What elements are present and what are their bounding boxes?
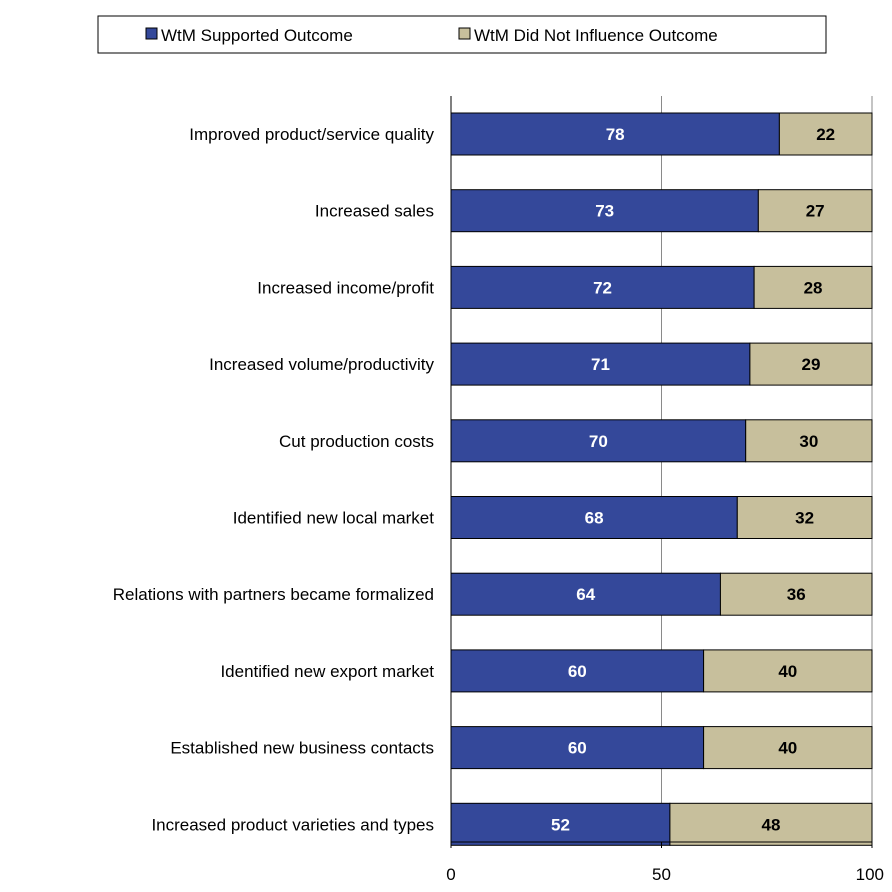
category-label: Cut production costs xyxy=(279,432,434,451)
data-label: 28 xyxy=(804,278,823,297)
bar-segment xyxy=(757,189,873,233)
category-label: Increased product varieties and types xyxy=(151,815,434,834)
bar-segment xyxy=(703,649,873,693)
x-tick-label: 0 xyxy=(446,865,455,884)
data-label: 64 xyxy=(576,585,595,604)
bar-segment xyxy=(778,112,873,156)
data-label: 40 xyxy=(778,662,797,681)
data-label: 78 xyxy=(606,125,625,144)
legend-swatch xyxy=(145,27,158,40)
category-label: Increased sales xyxy=(315,202,434,221)
data-label: 73 xyxy=(595,202,614,221)
category-label: Relations with partners became formalize… xyxy=(113,585,434,604)
legend-label: WtM Supported Outcome xyxy=(161,26,353,45)
bar-segment xyxy=(450,572,721,616)
bar-segment xyxy=(450,496,738,539)
data-label: 32 xyxy=(795,509,814,528)
data-label: 27 xyxy=(806,202,825,221)
bar-segment xyxy=(450,419,747,463)
x-tick-label: 100 xyxy=(856,865,884,884)
legend: WtM Supported Outcome WtM Did Not Influen… xyxy=(97,15,827,54)
data-label: 60 xyxy=(568,739,587,758)
bar-segment xyxy=(753,265,873,309)
category-label: Identified new local market xyxy=(233,509,435,528)
axes: 0 50 100 xyxy=(446,96,884,884)
category-label: Established new business contacts xyxy=(170,739,434,758)
bar-segment xyxy=(736,496,873,539)
bar-segment xyxy=(719,572,873,616)
category-label: Increased volume/productivity xyxy=(209,355,434,374)
bar-segment xyxy=(749,342,873,386)
category-labels: Improved product/service quality Increase… xyxy=(113,125,435,834)
data-label: 29 xyxy=(801,355,820,374)
bar-segment xyxy=(745,419,873,463)
data-label: 36 xyxy=(787,585,806,604)
data-label: 48 xyxy=(761,815,780,834)
data-label: 68 xyxy=(585,509,604,528)
data-label: 72 xyxy=(593,278,612,297)
bars: 78 22 73 27 72 28 71 29 70 30 68 32 64 36 60 40 60 40 52 48 xyxy=(450,112,873,846)
bar-segment xyxy=(669,802,873,846)
data-label: 22 xyxy=(816,125,835,144)
data-label: 30 xyxy=(799,432,818,451)
data-label: 52 xyxy=(551,815,570,834)
data-label: 40 xyxy=(778,739,797,758)
data-label: 70 xyxy=(589,432,608,451)
data-label: 60 xyxy=(568,662,587,681)
bar-segment xyxy=(450,726,705,770)
x-tick-label: 50 xyxy=(652,865,671,884)
data-label: 71 xyxy=(591,355,610,374)
legend-label: WtM Did Not Influence Outcome xyxy=(474,26,718,45)
category-label: Identified new export market xyxy=(220,662,434,681)
category-label: Increased income/profit xyxy=(257,278,434,297)
legend-swatch xyxy=(458,27,471,40)
bar-segment xyxy=(450,802,671,846)
bar-segment xyxy=(703,726,873,770)
category-label: Improved product/service quality xyxy=(189,125,434,144)
bar-segment xyxy=(450,112,780,156)
